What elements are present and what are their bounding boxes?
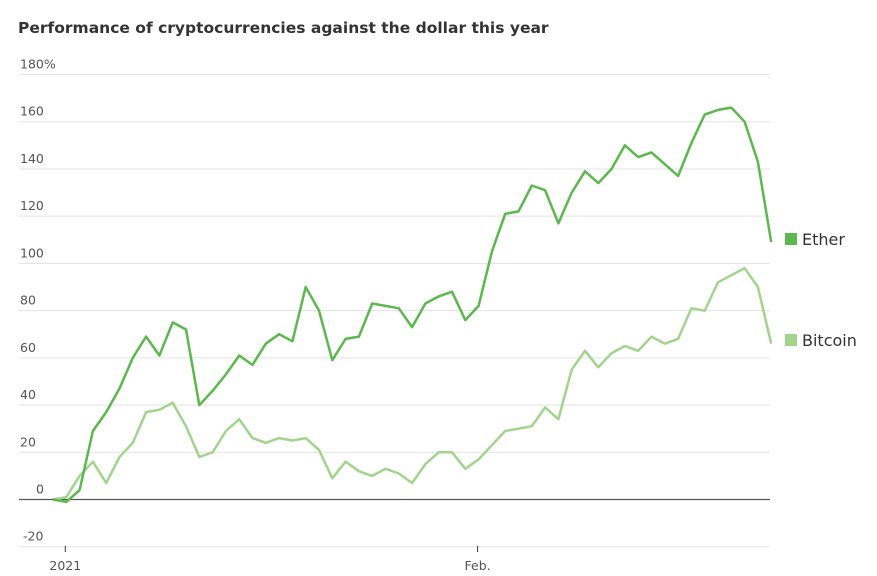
y-tick-label: 0 xyxy=(36,482,44,497)
y-tick-label: 120 xyxy=(20,198,44,213)
x-tick-label: Feb. xyxy=(465,558,491,573)
legend: Ether Bitcoin xyxy=(785,230,857,350)
legend-label-ether: Ether xyxy=(802,230,845,249)
chart-title: Performance of cryptocurrencies against … xyxy=(18,19,549,37)
y-tick-label: -20 xyxy=(23,529,43,544)
series-line-ether xyxy=(52,106,773,504)
y-tick-label: 100 xyxy=(20,245,44,260)
y-tick-label: 180% xyxy=(20,57,56,72)
y-tick-label: 20 xyxy=(20,434,36,449)
x-tick-label: 2021 xyxy=(49,558,81,573)
series-lines xyxy=(52,106,773,504)
y-tick-label: 60 xyxy=(20,340,36,355)
y-tick-label: 140 xyxy=(20,151,44,166)
y-axis-labels: 180% 160 140 120 100 80 60 40 20 0 -20 xyxy=(20,57,56,544)
x-axis-labels: 2021 Feb. xyxy=(49,546,491,573)
gridlines xyxy=(19,74,770,548)
series-line-bitcoin xyxy=(52,266,773,501)
y-tick-label: 40 xyxy=(20,387,36,402)
y-tick-label: 80 xyxy=(20,293,36,308)
y-tick-label: 160 xyxy=(20,104,44,119)
legend-swatch-bitcoin xyxy=(785,334,797,346)
legend-label-bitcoin: Bitcoin xyxy=(802,331,857,350)
legend-swatch-ether xyxy=(785,233,797,245)
